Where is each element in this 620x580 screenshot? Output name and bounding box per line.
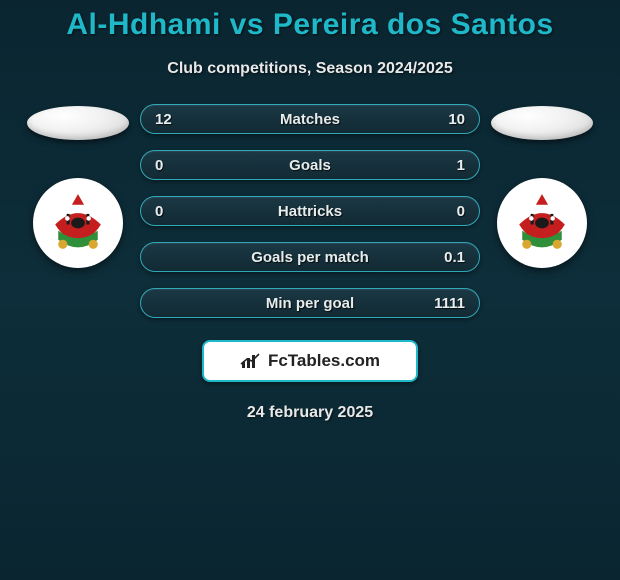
right-team-crest [497, 178, 587, 268]
crest-icon [40, 185, 116, 261]
brand-fc: Fc [268, 351, 288, 370]
subtitle: Club competitions, Season 2024/2025 [0, 60, 620, 78]
stat-right-value: 0 [431, 203, 465, 220]
stat-left-value: 0 [155, 157, 189, 174]
stat-label: Goals [289, 157, 331, 174]
stat-row-goals: 0 Goals 1 [140, 150, 480, 180]
bar-chart-icon [240, 352, 262, 370]
comparison-bars: 12 Matches 10 0 Goals 1 0 Hattricks 0 Go… [134, 104, 486, 318]
crest-icon [504, 185, 580, 261]
brand-text: FcFcTables.comTables.com [268, 351, 380, 371]
stat-row-matches: 12 Matches 10 [140, 104, 480, 134]
comparison-card: Al-Hdhami vs Pereira dos Santos Club com… [0, 0, 620, 422]
stat-right-value: 1 [431, 157, 465, 174]
stat-row-goals-per-match: Goals per match 0.1 [140, 242, 480, 272]
stat-label: Matches [280, 111, 340, 128]
stat-label: Goals per match [251, 249, 369, 266]
footer-date: 24 february 2025 [0, 404, 620, 422]
stat-label: Hattricks [278, 203, 342, 220]
left-player-column [22, 104, 134, 268]
left-team-crest [33, 178, 123, 268]
left-player-portrait-oval [27, 106, 129, 140]
stat-right-value: 1111 [431, 295, 465, 312]
stat-left-value: 12 [155, 111, 189, 128]
stat-right-value: 10 [431, 111, 465, 128]
brand-badge[interactable]: FcFcTables.comTables.com [202, 340, 418, 382]
stat-row-min-per-goal: Min per goal 1111 [140, 288, 480, 318]
content-row: 12 Matches 10 0 Goals 1 0 Hattricks 0 Go… [0, 104, 620, 318]
right-player-column [486, 104, 598, 268]
stat-label: Min per goal [266, 295, 354, 312]
right-player-portrait-oval [491, 106, 593, 140]
stat-row-hattricks: 0 Hattricks 0 [140, 196, 480, 226]
stat-right-value: 0.1 [431, 249, 465, 266]
page-title: Al-Hdhami vs Pereira dos Santos [0, 8, 620, 42]
stat-left-value: 0 [155, 203, 189, 220]
